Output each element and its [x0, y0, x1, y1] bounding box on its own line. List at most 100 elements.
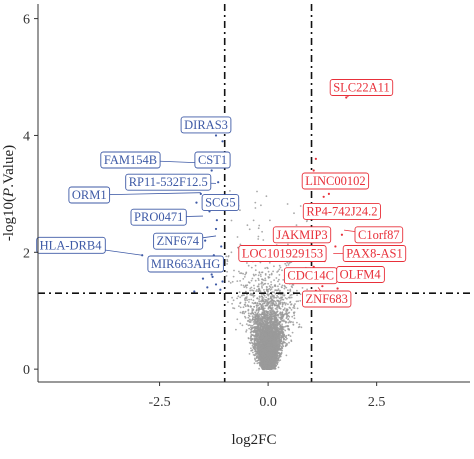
not-significant-point [247, 316, 250, 319]
not-significant-point [255, 307, 258, 309]
not-significant-point [256, 345, 259, 348]
not-significant-point [246, 262, 248, 264]
not-significant-point [246, 299, 249, 302]
not-significant-point [249, 321, 252, 323]
not-significant-point [257, 274, 260, 277]
not-significant-point [236, 280, 239, 282]
not-significant-point [236, 236, 239, 238]
not-significant-point [271, 296, 273, 298]
not-significant-point [271, 313, 274, 316]
not-significant-point [281, 301, 284, 304]
not-significant-point [256, 362, 259, 365]
not-significant-point [284, 297, 287, 299]
not-significant-point [251, 289, 253, 292]
not-significant-point [239, 209, 241, 212]
not-significant-point [266, 300, 268, 302]
not-significant-point [269, 286, 272, 289]
not-significant-point [275, 289, 277, 291]
not-significant-point [253, 284, 255, 287]
not-significant-point [247, 308, 250, 311]
not-significant-point [274, 307, 277, 310]
not-significant-point [280, 286, 283, 288]
not-significant-point [239, 306, 242, 309]
not-significant-point [286, 261, 289, 264]
not-significant-point [279, 320, 282, 323]
not-significant-point [238, 305, 240, 307]
not-significant-point [278, 274, 281, 276]
not-significant-point [227, 301, 229, 303]
not-significant-point [226, 260, 229, 263]
not-significant-point [252, 312, 255, 315]
not-significant-point [258, 315, 260, 318]
not-significant-point [262, 325, 265, 327]
not-significant-point [285, 325, 287, 328]
not-significant-point [230, 251, 233, 254]
not-significant-point [269, 307, 272, 309]
not-significant-point [238, 291, 241, 294]
not-significant-point [226, 270, 229, 273]
not-significant-point [291, 315, 294, 318]
not-significant-point [264, 273, 267, 275]
not-significant-points-layer [225, 190, 327, 370]
not-significant-point [254, 273, 257, 276]
not-significant-point [251, 277, 254, 280]
not-significant-point [293, 307, 296, 309]
not-significant-point [254, 335, 257, 338]
not-significant-point [244, 284, 247, 287]
not-significant-point [296, 321, 298, 324]
not-significant-point [268, 273, 271, 276]
not-significant-point [235, 328, 237, 331]
not-significant-point [286, 297, 288, 300]
not-significant-point [284, 262, 287, 265]
not-significant-point [283, 284, 286, 287]
not-significant-point [287, 264, 290, 266]
not-significant-point [239, 272, 242, 275]
not-significant-point [243, 312, 246, 315]
not-significant-point [225, 275, 228, 277]
not-significant-point [274, 285, 277, 288]
not-significant-point [239, 311, 242, 314]
not-significant-point [285, 264, 288, 267]
not-significant-point [286, 203, 289, 205]
not-significant-point [296, 294, 298, 296]
not-significant-point [249, 289, 252, 292]
not-significant-point [256, 305, 258, 307]
not-significant-point [279, 359, 282, 361]
not-significant-point [299, 299, 302, 302]
not-significant-point [264, 267, 267, 269]
not-significant-point [241, 324, 244, 327]
not-significant-point [264, 282, 267, 285]
not-significant-point [292, 321, 294, 324]
not-significant-point [287, 296, 290, 299]
not-significant-point [283, 294, 285, 297]
not-significant-point [247, 312, 250, 315]
not-significant-point [281, 305, 284, 308]
not-significant-point [257, 235, 260, 238]
not-significant-point [284, 303, 287, 306]
not-significant-point [290, 293, 293, 296]
not-significant-point [243, 286, 246, 288]
not-significant-point [256, 289, 258, 291]
not-significant-point [258, 367, 260, 370]
not-significant-point [253, 314, 256, 316]
not-significant-point [256, 302, 259, 305]
not-significant-point [281, 328, 284, 331]
not-significant-point [277, 357, 280, 360]
not-significant-point [299, 293, 302, 296]
not-significant-point [285, 302, 287, 305]
not-significant-point [294, 303, 296, 305]
not-significant-point [245, 329, 248, 331]
not-significant-point [274, 300, 277, 303]
not-significant-point [279, 289, 281, 292]
not-significant-point [285, 334, 288, 337]
not-significant-point [283, 307, 286, 310]
not-significant-point [239, 280, 242, 282]
not-significant-point [268, 301, 271, 304]
not-significant-point [253, 274, 256, 277]
not-significant-point [267, 282, 269, 285]
not-significant-point [289, 335, 292, 337]
not-significant-point [226, 258, 229, 261]
not-significant-point [239, 322, 242, 325]
